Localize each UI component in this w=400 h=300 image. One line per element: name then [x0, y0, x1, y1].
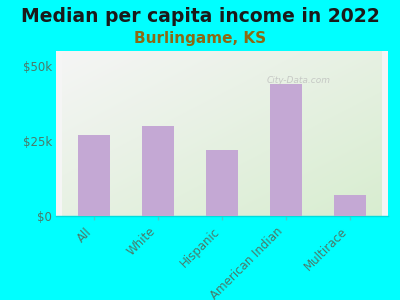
Bar [270, 84, 302, 216]
Text: Burlingame, KS: Burlingame, KS [134, 32, 266, 46]
Bar [206, 150, 238, 216]
Text: City-Data.com: City-Data.com [266, 76, 330, 85]
Text: Median per capita income in 2022: Median per capita income in 2022 [21, 8, 379, 26]
Bar [78, 135, 110, 216]
Bar [142, 126, 174, 216]
Bar [334, 195, 366, 216]
